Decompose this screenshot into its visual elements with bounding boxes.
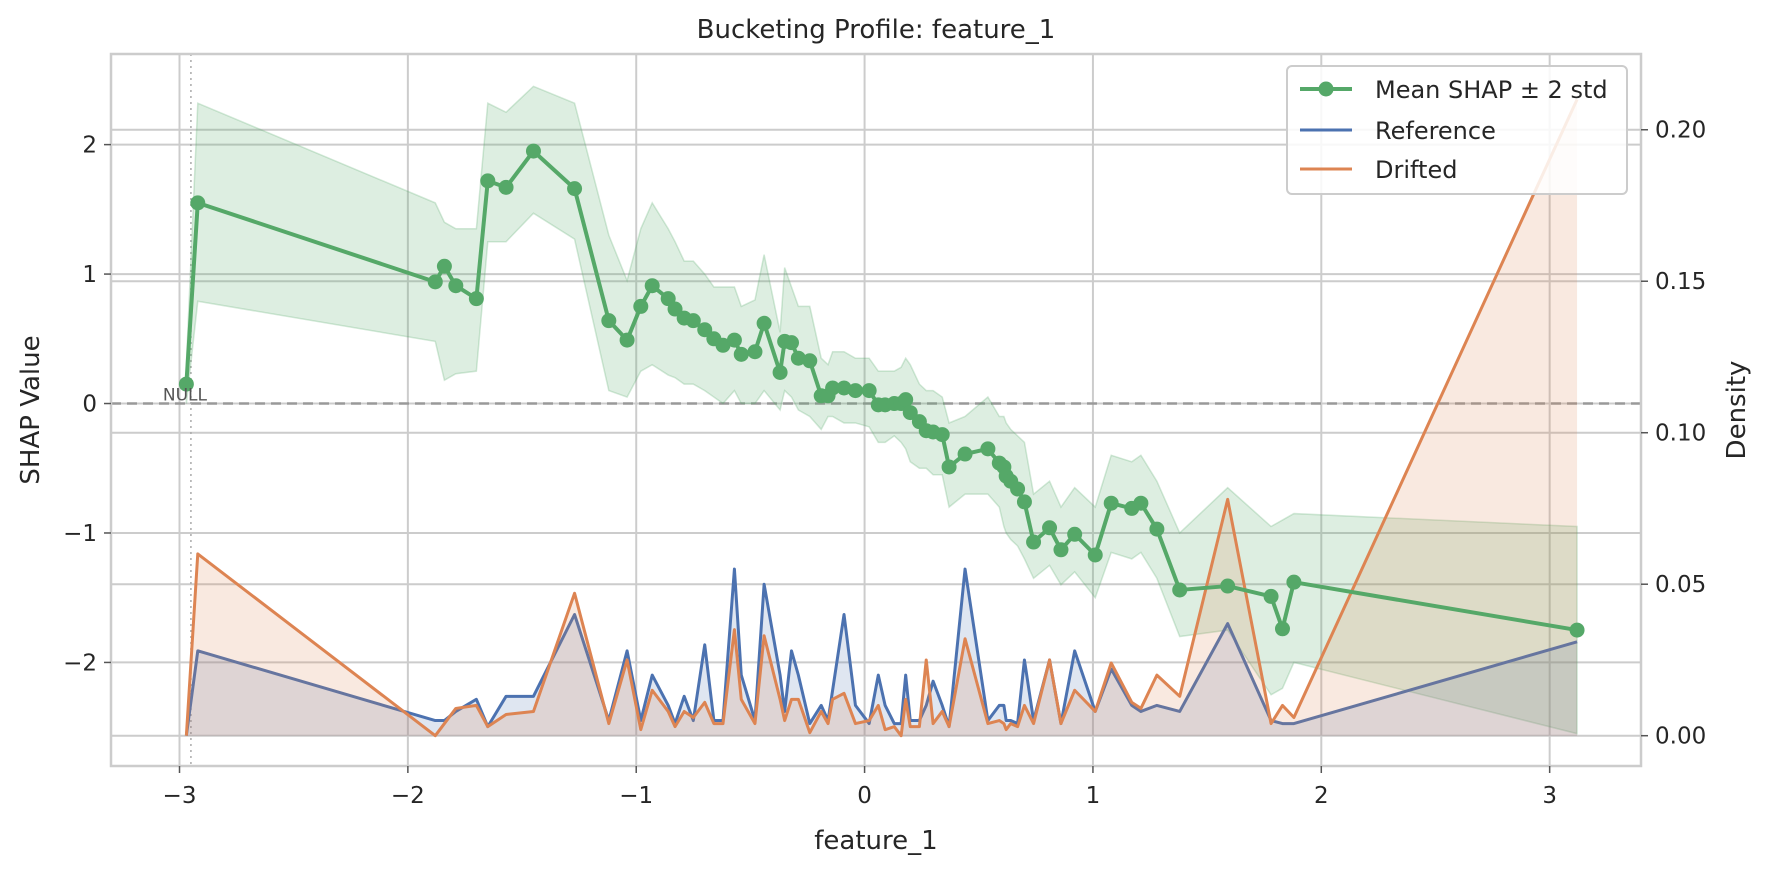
shap-point (667, 301, 683, 317)
shap-point (178, 376, 194, 392)
shap-point (941, 459, 957, 475)
shap-point (1133, 495, 1149, 511)
y-right-tick-label: 0.05 (1655, 572, 1706, 598)
shap-point (1172, 582, 1188, 598)
legend-label-drifted: Drifted (1375, 156, 1457, 184)
shap-point (726, 332, 742, 348)
y-tick-label: 1 (82, 262, 97, 288)
shap-point (633, 298, 649, 314)
shap-point (934, 427, 950, 443)
shap-point (468, 291, 484, 307)
x-tick-label: 1 (1086, 783, 1101, 809)
shap-point (1042, 520, 1058, 536)
y-tick-label: −2 (63, 650, 97, 676)
shap-point (715, 337, 731, 353)
x-tick-label: 3 (1542, 783, 1557, 809)
y-right-tick-label: 0.15 (1655, 269, 1706, 295)
shap-point (957, 446, 973, 462)
shap-point (1569, 622, 1585, 638)
y-right-tick-label: 0.10 (1655, 421, 1706, 447)
shap-point (1010, 481, 1026, 497)
reference-density-line (184, 567, 1578, 736)
shap-point (1263, 588, 1279, 604)
y-right-tick-label: 0.20 (1655, 118, 1706, 144)
drifted-density-line (184, 98, 1579, 738)
axes-layer (109, 52, 1643, 768)
null-annotation: NULL (163, 386, 208, 406)
shap-point (1026, 534, 1042, 550)
shap-point (525, 143, 541, 159)
x-tick-label: −1 (619, 783, 653, 809)
shap-point (498, 179, 514, 195)
shap-point (1220, 578, 1236, 594)
legend-label-reference: Reference (1375, 117, 1496, 145)
shap-point (1053, 542, 1069, 558)
shap-point (847, 383, 863, 399)
shap-point (836, 380, 852, 396)
reference-density-area (186, 569, 1578, 736)
x-axis-label: feature_1 (814, 826, 937, 856)
shap-point (1016, 494, 1032, 510)
legend-label-mean-shap: Mean SHAP ± 2 std (1375, 76, 1608, 104)
y-tick-label: −1 (63, 521, 97, 547)
y-right-axis-label: Density (1722, 361, 1752, 460)
y-tick-label: 2 (82, 133, 97, 159)
shap-point (480, 173, 496, 189)
shap-point (448, 278, 464, 294)
shap-point (697, 322, 713, 338)
x-tick-label: −3 (163, 783, 197, 809)
shap-point (1067, 526, 1083, 542)
shap-point (190, 195, 206, 211)
shap-point (902, 405, 918, 421)
tick-label-layer: −3 −2 −1 0 1 2 3 −2 −1 0 1 2 0.00 0.05 0.10 0.15 0.20 NUL… (63, 118, 1706, 809)
shap-point (601, 313, 617, 329)
legend-box (1286, 65, 1628, 195)
shap-point (567, 181, 583, 197)
x-tick-label: 2 (1314, 783, 1329, 809)
drifted-density-area (186, 99, 1578, 736)
shap-point (898, 392, 914, 408)
shap-point (427, 274, 443, 290)
x-tick-label: −2 (391, 783, 425, 809)
shap-point (1274, 621, 1290, 637)
shap-point (644, 278, 660, 294)
shap-point (772, 364, 788, 380)
shap-point (790, 350, 806, 366)
y-right-tick-label: 0.00 (1655, 724, 1706, 750)
shap-series-layer (178, 143, 1585, 638)
shap-point (980, 441, 996, 457)
legend: Mean SHAP ± 2 std Reference Drifted (1286, 65, 1628, 195)
shap-point (825, 380, 841, 396)
density-layer (184, 98, 1579, 738)
shap-point (733, 346, 749, 362)
shap-point (1286, 574, 1302, 590)
chart-title: Bucketing Profile: feature_1 (697, 15, 1056, 45)
legend-shap-marker (1318, 81, 1334, 97)
shap-point (619, 332, 635, 348)
shap-point (861, 383, 877, 399)
shap-point (1149, 521, 1165, 537)
shap-point (747, 344, 763, 360)
plot-frame (109, 52, 1643, 768)
shap-point (436, 258, 452, 274)
shap-point (685, 313, 701, 329)
shap-point (1087, 547, 1103, 563)
shap-point (802, 353, 818, 369)
shap-point (784, 335, 800, 351)
y-tick-label: 0 (82, 392, 97, 418)
y-axis-label: SHAP Value (16, 335, 46, 484)
shap-point (756, 315, 772, 331)
shap-point (1103, 495, 1119, 511)
x-tick-label: 0 (857, 783, 872, 809)
